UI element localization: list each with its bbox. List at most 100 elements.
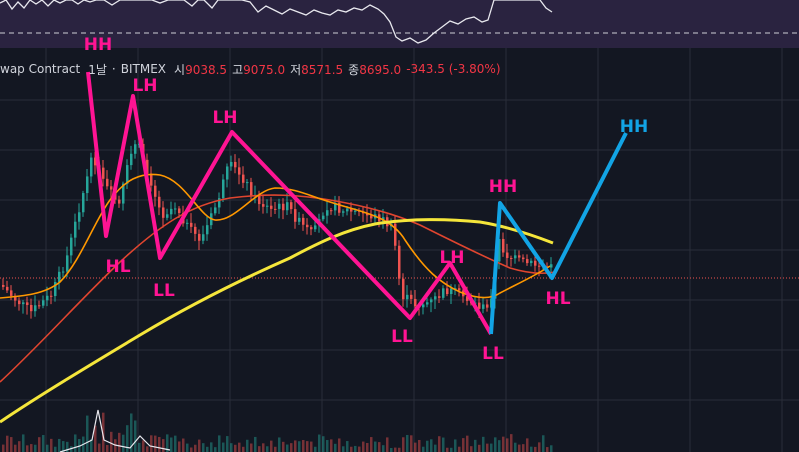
candle-body [26, 302, 29, 306]
candle-body [150, 173, 153, 186]
candle-body [266, 205, 269, 207]
volume-bar [334, 443, 337, 452]
volume-bar [174, 435, 177, 452]
candle-body [38, 305, 41, 307]
moving-average-yellow [0, 218, 554, 424]
volume-bar [258, 446, 261, 452]
moving-average-orange [0, 173, 551, 299]
candle-body [510, 257, 513, 259]
candle-body [242, 174, 245, 183]
candle-body [354, 210, 357, 212]
candle-body [310, 227, 313, 230]
volume-bar [446, 447, 449, 452]
volume-bar [430, 439, 433, 452]
volume-bar [310, 441, 313, 452]
candlesticks [2, 138, 553, 319]
volume-bar [98, 443, 101, 452]
candle-body [426, 302, 429, 305]
volume-bar [542, 435, 545, 452]
volume-bar [74, 434, 77, 452]
volume-bar [162, 439, 165, 452]
volume-bar [130, 413, 133, 452]
label-hh-2: HH [488, 177, 518, 197]
candle-body [370, 215, 373, 219]
volume-bar [418, 439, 421, 452]
volume-bar [382, 445, 385, 452]
label-hl-2: HL [545, 289, 571, 309]
candle-body [294, 209, 297, 222]
candle-body [134, 144, 137, 154]
volume-bar [254, 436, 257, 452]
volume-bar [454, 439, 457, 452]
candle-body [42, 300, 45, 306]
candle-body [194, 226, 197, 234]
volume-bar [434, 444, 437, 452]
volume-bar [234, 444, 237, 452]
volume-bar [534, 446, 537, 452]
volume-bar [278, 437, 281, 452]
candle-body [446, 288, 449, 295]
volume-bar [18, 441, 21, 452]
candle-body [498, 238, 501, 262]
candle-body [302, 217, 305, 225]
volume-bar [282, 441, 285, 452]
volume-bar [186, 443, 189, 452]
volume-bar [226, 436, 229, 452]
volume-bar [326, 440, 329, 452]
candle-body [226, 166, 229, 180]
volume-bar [438, 436, 441, 452]
candle-body [334, 202, 337, 211]
candle-body [482, 304, 485, 309]
volume-bar [198, 439, 201, 452]
volume-bar [170, 437, 173, 452]
candle-body [282, 203, 285, 211]
candle-body [270, 205, 273, 209]
volume-bar [266, 446, 269, 452]
volume-bar [498, 440, 501, 452]
candle-body [2, 285, 5, 287]
volume-bar [522, 444, 525, 452]
candle-body [70, 237, 73, 256]
volume-bar [190, 447, 193, 452]
volume-bar [14, 444, 17, 452]
volume-bar [470, 446, 473, 452]
volume-bar [490, 443, 493, 452]
symbol-name[interactable]: wap Contract [0, 62, 81, 76]
volume-bar [62, 441, 65, 452]
candle-body [102, 167, 105, 179]
volume-bar [342, 446, 345, 452]
label-lh-2: LH [212, 108, 238, 128]
volume-bar [238, 442, 241, 452]
label-ll-1: LL [153, 281, 175, 301]
volume-bar [494, 437, 497, 452]
candle-body [146, 159, 149, 174]
volume-bar [450, 447, 453, 452]
candle-body [46, 295, 49, 301]
candle-body [486, 304, 489, 308]
candle-body [326, 210, 329, 216]
volume-bar [426, 440, 429, 452]
volume-bar [78, 439, 81, 452]
symbol-info-bar: wap Contract 1날 · BITMEX 시9038.5 고9075.0… [0, 60, 506, 78]
volume-bar [462, 438, 465, 452]
volume-bar [134, 420, 137, 452]
candle-body [442, 288, 445, 298]
candle-body [410, 294, 413, 299]
volume-bar [442, 437, 445, 452]
candle-body [478, 302, 481, 309]
volume-bar [230, 443, 233, 452]
label-ll-3: LL [482, 344, 504, 364]
interval-label[interactable]: 1날 [88, 62, 107, 77]
volume-bar [118, 432, 121, 452]
volume-bar [146, 446, 149, 452]
volume-bar [502, 436, 505, 452]
volume-bar [302, 440, 305, 452]
candle-body [198, 233, 201, 241]
volume-bar [214, 447, 217, 452]
volume-bar [354, 445, 357, 452]
candle-body [66, 255, 69, 272]
candle-body [74, 221, 77, 238]
candle-body [174, 208, 177, 210]
volume-bar [530, 446, 533, 452]
candle-body [62, 271, 65, 273]
